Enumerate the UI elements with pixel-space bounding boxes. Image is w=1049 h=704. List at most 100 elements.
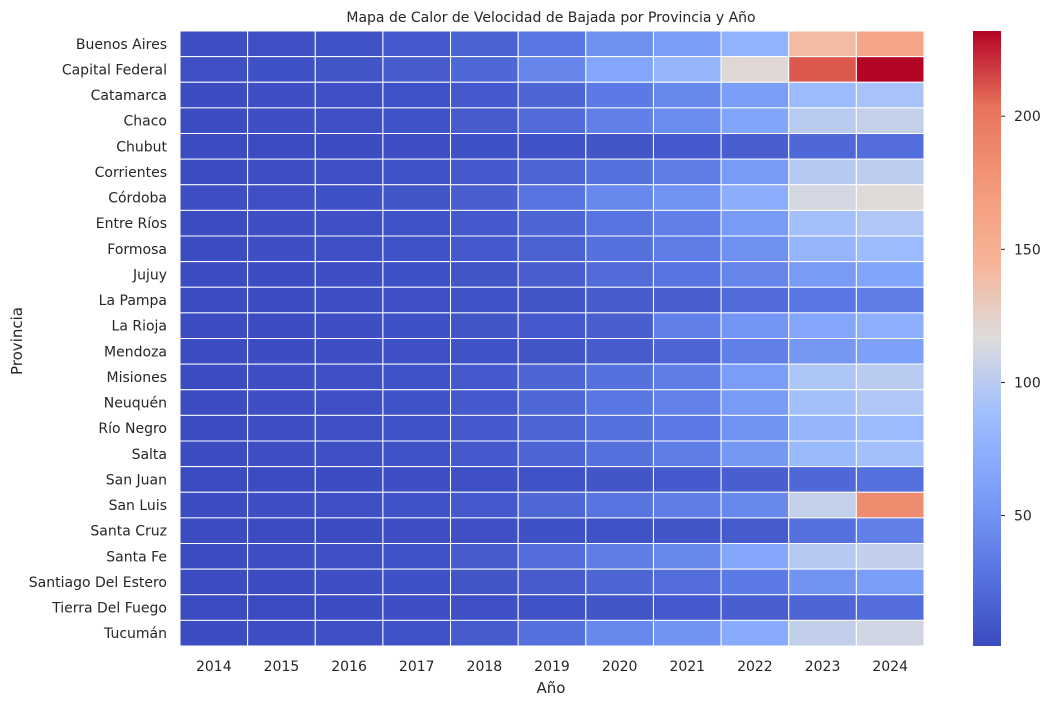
heatmap-cell (450, 491, 519, 519)
heatmap-cell (585, 440, 654, 468)
colorbar-ticks: 50 100 150 200 (1001, 109, 1041, 525)
heatmap-cell (652, 81, 722, 109)
heatmap-cell (652, 209, 722, 237)
heatmap-cell (450, 466, 519, 493)
heatmap-cell (382, 491, 452, 519)
heatmap-cell (517, 363, 587, 391)
x-tick-label: 2016 (331, 659, 367, 675)
y-tick-labels: Buenos Aires Capital Federal Catamarca Chac… (29, 37, 168, 642)
heatmap-cell (247, 56, 316, 83)
heatmap-cell (517, 286, 587, 314)
heatmap-cell (788, 235, 857, 263)
heatmap-cell (720, 312, 790, 339)
heatmap-cell (788, 56, 857, 83)
heatmap-cell (652, 286, 722, 314)
heatmap-cell (247, 440, 316, 468)
heatmap-cell (855, 363, 925, 391)
heatmap-cell (855, 261, 925, 288)
heatmap-cell (585, 363, 654, 391)
heatmap-cell (382, 286, 452, 314)
heatmap-cell (585, 261, 654, 288)
heatmap-cell (720, 466, 790, 493)
heatmap-cell (517, 184, 587, 211)
y-tick-label: Chaco (124, 114, 168, 130)
heatmap-cell (179, 491, 249, 519)
heatmap-cell (314, 568, 384, 596)
heatmap-cell (652, 363, 722, 391)
heatmap-cell (382, 312, 452, 339)
heatmap-cell (720, 491, 790, 519)
y-tick-label: La Rioja (112, 319, 167, 335)
heatmap-cell (247, 312, 316, 339)
heatmap-cell (314, 261, 384, 288)
heatmap-cell (382, 414, 452, 442)
heatmap-cell (652, 466, 722, 493)
heatmap-cell (450, 338, 519, 365)
heatmap-cell (652, 440, 722, 468)
heatmap-cell (652, 261, 722, 288)
heatmap-cell (788, 338, 857, 365)
heatmap-cell (179, 414, 249, 442)
heatmap-cell (247, 286, 316, 314)
heatmap-cell (382, 158, 452, 186)
heatmap-cell (720, 363, 790, 391)
x-tick-label: 2014 (196, 659, 232, 675)
heatmap-cell (788, 81, 857, 109)
heatmap-cell (382, 568, 452, 596)
y-tick-label: Corrientes (95, 165, 167, 181)
heatmap-cell (720, 107, 790, 134)
heatmap-cell (788, 568, 857, 596)
x-tick-label: 2018 (467, 659, 503, 675)
heatmap-cell (314, 543, 384, 570)
heatmap-cell (517, 338, 587, 365)
heatmap-cell (314, 517, 384, 544)
heatmap-cell (382, 184, 452, 211)
heatmap-cell (382, 594, 452, 621)
heatmap-cell (247, 81, 316, 109)
heatmap-cell (517, 261, 587, 288)
y-tick-label: Río Negro (98, 421, 167, 437)
heatmap-cell (179, 466, 249, 493)
heatmap-cell (450, 543, 519, 570)
heatmap-cell (855, 133, 925, 160)
heatmap-cell (585, 209, 654, 237)
x-tick-label: 2023 (805, 659, 841, 675)
heatmap-cell (585, 158, 654, 186)
heatmap-cell (517, 594, 587, 621)
heatmap-cell (382, 517, 452, 544)
heatmap-cell (247, 209, 316, 237)
heatmap-cell (179, 338, 249, 365)
heatmap-cell (247, 568, 316, 596)
heatmap-cell (517, 543, 587, 570)
heatmap-cell (585, 30, 654, 58)
heatmap-cell (450, 312, 519, 339)
heatmap-cell (517, 568, 587, 596)
heatmap-cell (855, 312, 925, 339)
heatmap-cell (720, 158, 790, 186)
heatmap-cell (720, 286, 790, 314)
heatmap-cell (517, 440, 587, 468)
heatmap-cell (382, 619, 452, 647)
x-tick-label: 2020 (602, 659, 638, 675)
y-tick-label: Neuquén (104, 396, 167, 412)
heatmap-cell (652, 56, 722, 83)
y-tick-label: Salta (132, 447, 167, 463)
heatmap-cell (247, 184, 316, 211)
heatmap-cell (247, 389, 316, 416)
heatmap-cell (179, 261, 249, 288)
x-tick-label: 2019 (534, 659, 570, 675)
heatmap-cell (382, 30, 452, 58)
heatmap-cell (382, 133, 452, 160)
colorbar-tick-label: 100 (1014, 375, 1041, 391)
heatmap-cell (788, 133, 857, 160)
heatmap-cell (517, 30, 587, 58)
heatmap-cell (788, 286, 857, 314)
heatmap-cell (720, 30, 790, 58)
heatmap-cell (585, 389, 654, 416)
heatmap-cell (382, 389, 452, 416)
heatmap-cell (314, 466, 384, 493)
heatmap-cell (247, 619, 316, 647)
heatmap-cell (855, 568, 925, 596)
heatmap-cell (450, 619, 519, 647)
x-tick-label: 2021 (669, 659, 705, 675)
